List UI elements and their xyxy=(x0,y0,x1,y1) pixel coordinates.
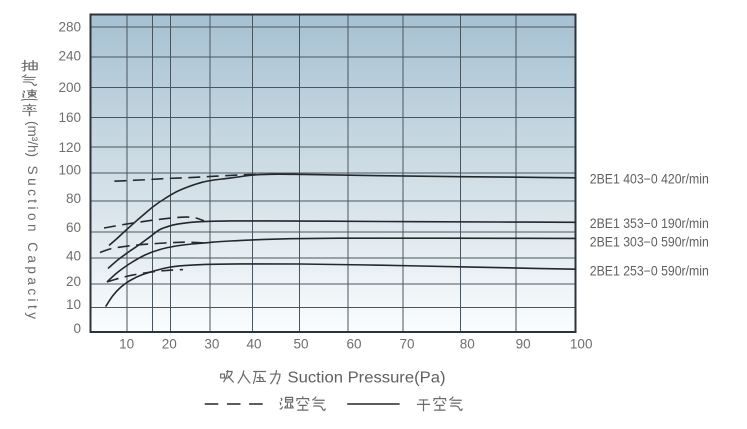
svg-text:280: 280 xyxy=(58,19,81,34)
svg-text:80: 80 xyxy=(66,191,81,206)
svg-text:100: 100 xyxy=(570,337,593,352)
svg-text:50: 50 xyxy=(293,337,308,352)
svg-text:60: 60 xyxy=(66,220,81,235)
svg-text:10: 10 xyxy=(119,337,134,352)
svg-text:40: 40 xyxy=(66,248,81,263)
svg-text:200: 200 xyxy=(58,80,81,95)
svg-text:Suction Pressure(Pa): Suction Pressure(Pa) xyxy=(288,370,446,387)
svg-text:10: 10 xyxy=(66,297,81,312)
svg-text:100: 100 xyxy=(58,163,81,178)
svg-text:60: 60 xyxy=(346,337,361,352)
svg-text:20: 20 xyxy=(66,274,81,289)
svg-text:30: 30 xyxy=(204,337,219,352)
svg-text:0: 0 xyxy=(73,321,81,336)
svg-text:160: 160 xyxy=(58,110,81,125)
svg-text:20: 20 xyxy=(162,337,177,352)
svg-text:2BE1 303−0 590r/min: 2BE1 303−0 590r/min xyxy=(590,234,709,249)
svg-text:240: 240 xyxy=(58,49,81,64)
svg-text:2BE1 403−0 420r/min: 2BE1 403−0 420r/min xyxy=(590,171,709,186)
svg-text:120: 120 xyxy=(58,140,81,155)
svg-text:40: 40 xyxy=(246,337,261,352)
svg-text:2BE1 353−0 190r/min: 2BE1 353−0 190r/min xyxy=(590,216,709,231)
svg-text:2BE1 253−0 590r/min: 2BE1 253−0 590r/min xyxy=(590,264,709,279)
svg-text:80: 80 xyxy=(460,337,475,352)
svg-text:90: 90 xyxy=(516,337,531,352)
svg-text:70: 70 xyxy=(399,337,414,352)
svg-text:(m³/h): (m³/h) xyxy=(25,121,40,157)
